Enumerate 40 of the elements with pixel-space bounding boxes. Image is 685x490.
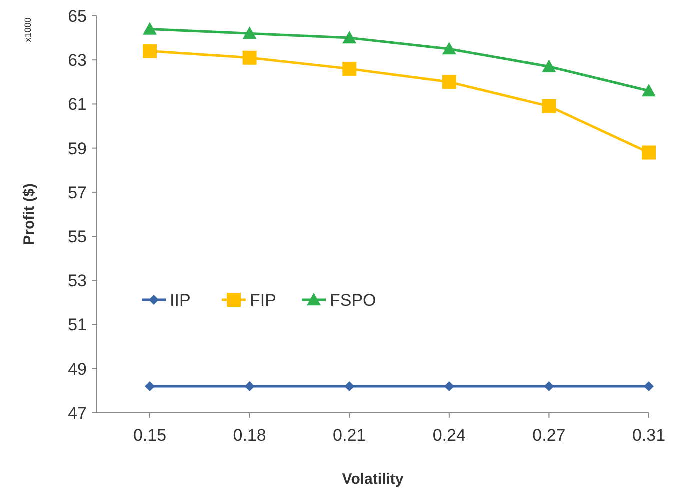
point — [544, 382, 554, 392]
legend-label: FIP — [250, 290, 276, 310]
y-tick-label: 59 — [68, 139, 87, 158]
text: x1000 — [23, 18, 33, 42]
point — [442, 42, 456, 55]
point — [145, 382, 155, 392]
point — [542, 60, 556, 72]
point — [342, 31, 357, 44]
point — [143, 44, 157, 58]
y-tick-label: 53 — [68, 272, 87, 291]
point — [344, 382, 355, 392]
x-axis-title: Volatility — [342, 471, 404, 488]
y-tick-label: 49 — [68, 360, 87, 379]
point — [642, 146, 656, 160]
point — [444, 382, 454, 392]
point — [644, 382, 654, 392]
x-tick-label: 0.15 — [133, 426, 167, 445]
point — [342, 62, 357, 76]
y-tick-label: 51 — [68, 316, 87, 335]
point — [244, 382, 255, 392]
y-tick-label: 63 — [68, 51, 87, 70]
x-tick-label: 0.18 — [233, 426, 266, 445]
point — [442, 75, 456, 90]
y-tick-label: 57 — [68, 183, 87, 202]
point — [642, 84, 656, 97]
y-tick-label: 47 — [68, 404, 87, 423]
x-tick-label: 0.27 — [532, 426, 566, 445]
x-tick-label: 0.24 — [432, 426, 466, 445]
legend-label: IIP — [170, 290, 191, 310]
y-tick-label: 65 — [68, 6, 87, 26]
point — [242, 26, 257, 40]
legend-label: FSPO — [330, 290, 376, 310]
y-axis-title: Profit ($) — [21, 184, 38, 246]
point — [143, 22, 157, 35]
point — [242, 50, 257, 65]
x-tick-label: 0.21 — [333, 426, 366, 445]
y-tick-label: 55 — [68, 228, 87, 247]
x-tick-label: 0.31 — [632, 426, 666, 445]
y-tick-label: 61 — [68, 95, 87, 114]
point — [542, 99, 556, 114]
